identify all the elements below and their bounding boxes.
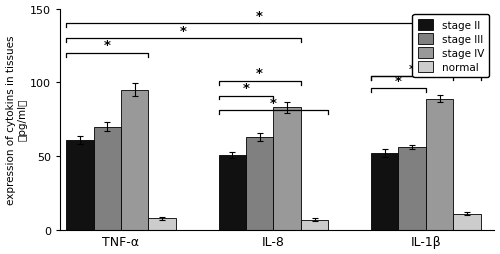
Text: *: * [180, 24, 187, 37]
Bar [301, 220, 328, 230]
Bar [94, 127, 121, 230]
Text: *: * [242, 82, 250, 95]
Text: *: * [256, 10, 263, 23]
Bar [274, 108, 301, 230]
Text: *: * [104, 39, 110, 52]
Bar [121, 90, 148, 230]
Bar [218, 155, 246, 230]
Text: *: * [270, 97, 277, 109]
Y-axis label: expression of cytokins in tissues
（pg/ml）: expression of cytokins in tissues （pg/ml… [6, 35, 27, 204]
Legend: stage II, stage III, stage IV, normal: stage II, stage III, stage IV, normal [412, 15, 489, 78]
Bar [66, 140, 94, 230]
Text: *: * [256, 67, 263, 80]
Bar [148, 218, 176, 230]
Text: *: * [408, 63, 416, 76]
Bar [246, 137, 274, 230]
Text: *: * [422, 63, 430, 76]
Bar [454, 214, 480, 230]
Bar [371, 154, 398, 230]
Text: *: * [395, 74, 402, 87]
Bar [398, 148, 426, 230]
Bar [426, 99, 454, 230]
